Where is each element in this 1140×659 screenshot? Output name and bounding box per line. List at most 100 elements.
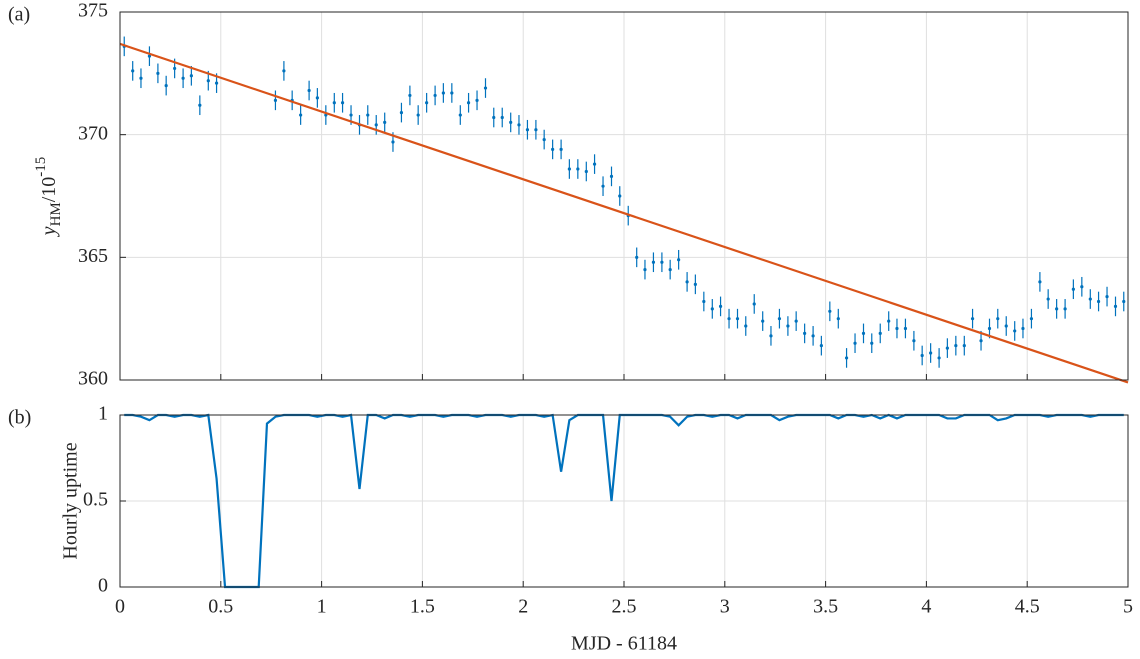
data-point	[861, 331, 866, 335]
data-point	[635, 255, 639, 259]
x-tick-label: 0	[115, 596, 125, 618]
y-tick-label: 0	[98, 575, 108, 597]
data-point	[450, 91, 454, 95]
data-point	[559, 147, 563, 151]
data-point	[794, 319, 798, 323]
x-tick-label: 0.5	[208, 596, 233, 618]
data-point	[441, 91, 445, 95]
data-point	[315, 96, 319, 100]
data-point	[744, 324, 748, 328]
data-point	[164, 84, 168, 88]
data-point	[214, 81, 219, 85]
data-point	[777, 317, 782, 321]
data-point	[458, 113, 462, 117]
data-point	[584, 169, 588, 174]
data-point	[920, 353, 924, 358]
data-point	[718, 304, 723, 308]
data-point	[970, 317, 975, 321]
data-point	[895, 326, 899, 331]
data-point	[651, 260, 656, 264]
data-point	[727, 317, 731, 321]
data-point	[349, 113, 353, 117]
x-tick-label: 4	[921, 596, 931, 618]
plot-frame	[119, 11, 1129, 381]
data-point	[761, 319, 765, 323]
y-tick-label: 1	[98, 403, 108, 425]
data-point	[1080, 285, 1084, 289]
y-label-subscript: HM	[48, 202, 64, 226]
data-point	[567, 167, 571, 171]
data-point	[912, 339, 916, 343]
data-point	[383, 120, 387, 124]
data-point	[878, 331, 882, 335]
data-point	[601, 184, 605, 188]
data-point	[416, 113, 420, 117]
x-tick-label: 5	[1123, 596, 1133, 618]
data-point	[542, 137, 546, 142]
data-point	[181, 76, 185, 80]
data-point	[710, 307, 714, 311]
data-point	[147, 54, 152, 58]
data-point	[466, 101, 471, 105]
x-tick-label: 3.5	[813, 596, 838, 618]
data-point	[1122, 299, 1126, 304]
data-point	[1071, 287, 1075, 291]
x-axis-label: MJD - 61184	[571, 633, 677, 655]
data-point	[576, 167, 580, 171]
data-point	[677, 258, 681, 262]
panel-label: (a)	[8, 4, 30, 26]
plot-frame	[119, 414, 1129, 588]
data-point	[509, 120, 513, 124]
data-point	[945, 346, 949, 350]
data-point	[366, 113, 370, 117]
data-point	[1096, 299, 1101, 304]
data-point	[399, 110, 404, 115]
data-point	[702, 299, 706, 304]
data-point	[282, 69, 286, 73]
data-point	[307, 88, 311, 93]
data-point	[500, 115, 504, 120]
data-point	[517, 123, 521, 127]
y-label-symbol: y	[38, 226, 60, 237]
data-point	[996, 317, 1000, 321]
data-point	[987, 326, 992, 331]
data-point	[1063, 307, 1067, 311]
data-point	[803, 331, 807, 335]
data-point	[870, 341, 874, 345]
data-point	[391, 140, 395, 144]
data-point	[660, 260, 664, 264]
y-tick-label: 370	[78, 122, 108, 144]
data-point	[844, 356, 849, 360]
series-line	[119, 42, 1129, 384]
y-axis-label: yHM/10-15	[33, 157, 64, 238]
y-tick-label: 375	[78, 0, 108, 22]
data-point	[492, 115, 496, 120]
data-point	[1113, 304, 1118, 308]
x-tick-label: 3	[720, 596, 730, 618]
data-point	[887, 319, 891, 323]
data-point	[374, 123, 378, 127]
data-point	[811, 334, 815, 338]
data-point	[962, 344, 966, 348]
x-tick-label: 2.5	[612, 596, 637, 618]
data-point	[206, 79, 210, 83]
data-point	[551, 147, 555, 151]
data-point	[198, 103, 202, 107]
data-point	[769, 334, 773, 338]
data-point	[937, 356, 941, 360]
y-tick-label: 0.5	[83, 489, 108, 511]
data-point	[853, 341, 857, 345]
data-point	[173, 66, 177, 71]
y-axis-label: Hourly uptime	[60, 442, 82, 559]
data-point	[668, 268, 672, 272]
x-tick-label: 1	[317, 596, 327, 618]
x-tick-label: 1.5	[410, 596, 435, 618]
data-point	[1021, 326, 1025, 331]
data-point	[1055, 307, 1059, 311]
data-point	[340, 101, 345, 105]
data-point	[1105, 294, 1109, 299]
data-point	[786, 324, 790, 328]
data-point	[1038, 280, 1042, 284]
